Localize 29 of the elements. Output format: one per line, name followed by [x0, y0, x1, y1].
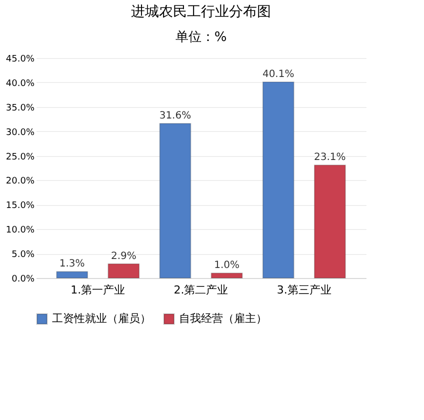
bar	[159, 123, 192, 278]
bar	[210, 272, 243, 278]
legend-label: 自我经营（雇主）	[179, 312, 267, 325]
y-tick-label: 40.0%	[6, 78, 35, 89]
x-tick-label: 2.第二产业	[174, 284, 228, 296]
y-tick-label: 45.0%	[6, 54, 35, 64]
chart-title: 进城农民工行业分布图	[131, 4, 271, 20]
y-tick-label: 0.0%	[12, 274, 35, 284]
chart-subtitle: 单位：%	[175, 30, 227, 45]
y-tick-label: 35.0%	[6, 103, 35, 114]
y-tick-label: 5.0%	[12, 250, 35, 260]
x-tick-label: 3.第三产业	[276, 284, 332, 296]
data-label: 23.1%	[314, 152, 346, 164]
data-label: 40.1%	[262, 68, 294, 80]
bar	[56, 271, 88, 278]
data-label: 1.0%	[214, 260, 240, 272]
y-tick-label: 15.0%	[6, 201, 35, 212]
y-tick-label: 10.0%	[6, 226, 35, 236]
data-label: 31.6%	[159, 110, 192, 122]
y-tick-label: 30.0%	[6, 128, 35, 138]
bar	[262, 81, 294, 278]
bar	[314, 164, 346, 278]
y-tick-label: 20.0%	[6, 176, 35, 187]
y-tick-label: 25.0%	[6, 152, 35, 162]
bar	[108, 263, 140, 278]
data-label: 2.9%	[110, 250, 136, 262]
data-label: 1.3%	[59, 258, 85, 270]
legend-label: 工资性就业（雇员）	[52, 312, 151, 325]
x-tick-label: 1.第一产业	[70, 284, 126, 296]
